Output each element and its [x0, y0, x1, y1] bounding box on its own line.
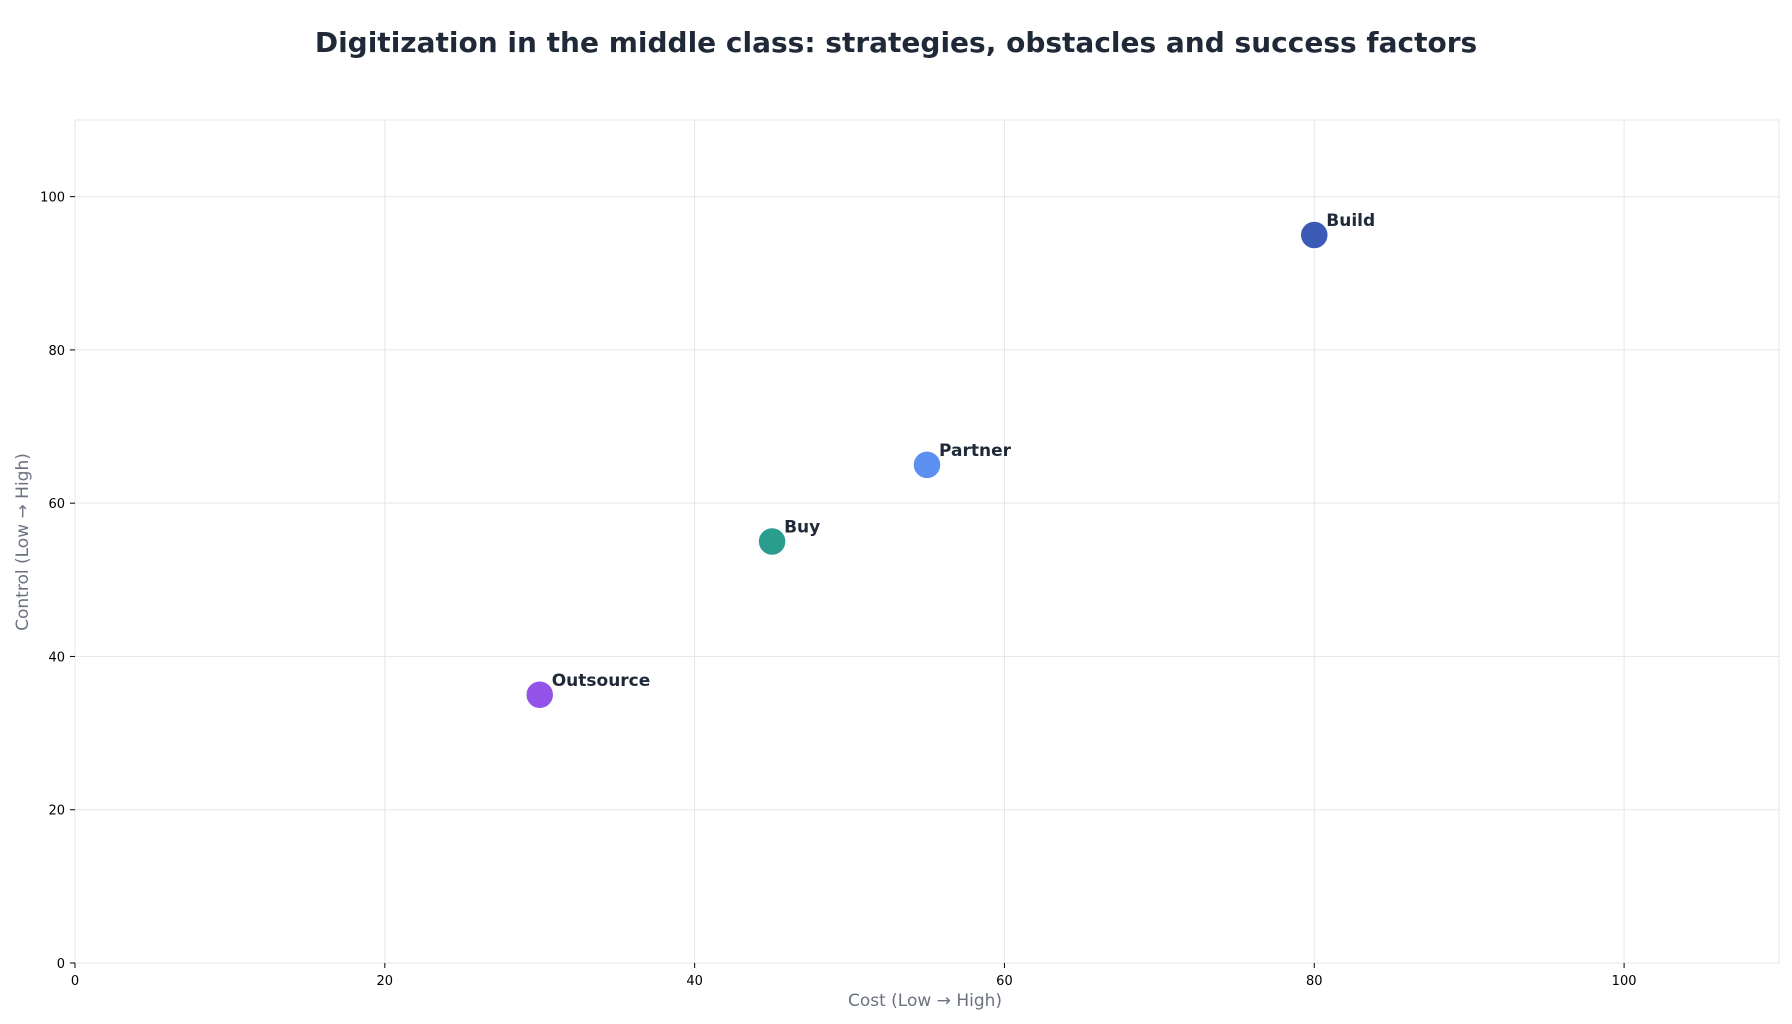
x-tick-label: 40 — [686, 974, 703, 989]
y-tick-label: 100 — [40, 191, 65, 206]
data-point-label: Partner — [939, 441, 1012, 461]
chart-title: Digitization in the middle class: strate… — [315, 26, 1477, 59]
data-point — [1299, 220, 1330, 250]
axis-ticks: 0 20 40 60 80 100 0 20 40 60 80 100 — [40, 191, 1636, 989]
data-points: Build Partner Buy Outsource — [524, 211, 1375, 710]
y-tick-label: 20 — [48, 804, 65, 819]
x-tick-label: 60 — [996, 974, 1013, 989]
x-tick-label: 80 — [1306, 974, 1323, 989]
data-point-label: Buy — [784, 518, 820, 538]
data-point-label: Build — [1326, 211, 1375, 231]
x-tick-label: 100 — [1612, 974, 1637, 989]
data-point — [524, 680, 555, 710]
y-tick-label: 40 — [48, 650, 65, 665]
y-tick-label: 60 — [48, 497, 65, 512]
plot-area — [74, 119, 1780, 964]
data-point-label: Outsource — [552, 671, 651, 691]
x-axis-label: Cost (Low → High) — [848, 991, 1002, 1011]
x-tick-label: 20 — [377, 974, 394, 989]
x-tick-label: 0 — [71, 974, 79, 989]
y-tick-label: 80 — [48, 344, 65, 359]
y-axis-label: Control (Low → High) — [13, 453, 33, 631]
data-point — [757, 526, 787, 557]
grid — [74, 120, 1779, 964]
y-tick-label: 0 — [57, 957, 65, 972]
data-point — [912, 450, 942, 480]
